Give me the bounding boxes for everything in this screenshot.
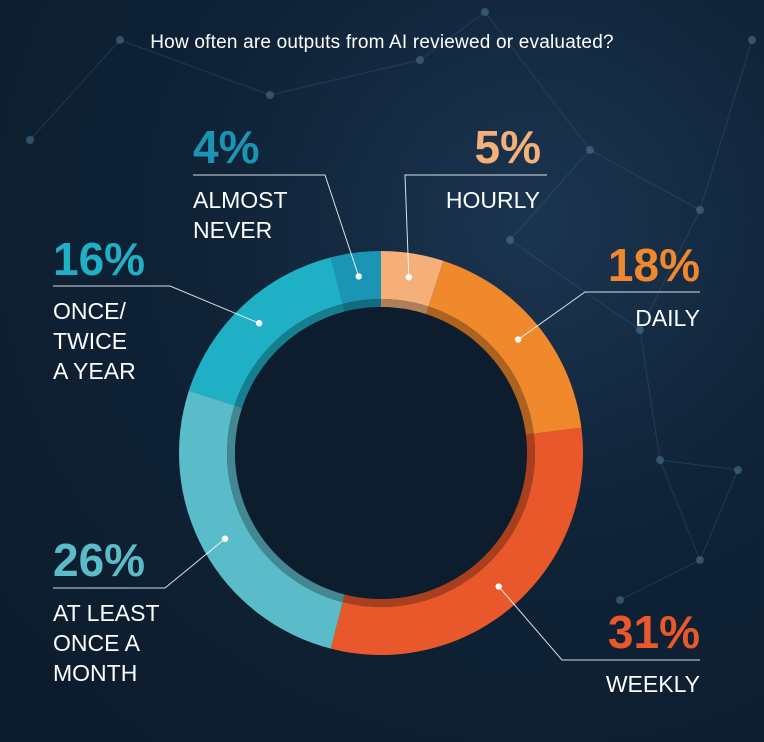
- slice-value-yearly: 16%: [53, 233, 146, 285]
- leader-line-almost-never: [193, 174, 360, 277]
- slice-label-almost-never: ALMOST NEVER: [193, 187, 288, 243]
- slice-label-weekly: WEEKLY: [605, 671, 700, 697]
- slice-rim-almost-never: [342, 299, 381, 312]
- slice-rim-hourly: [381, 299, 429, 315]
- slice-value-weekly: 31%: [607, 606, 700, 658]
- leader-line-monthly: [53, 538, 226, 589]
- leader-line-yearly: [53, 285, 260, 324]
- leader-dot-yearly: [255, 320, 263, 327]
- leader-dot-daily: [514, 336, 522, 343]
- slice-value-monthly: 26%: [53, 534, 146, 586]
- background-network: [26, 8, 756, 604]
- slice-value-daily: 18%: [607, 239, 700, 291]
- slice-yearly: [188, 257, 343, 406]
- slice-value-hourly: 5%: [474, 121, 541, 173]
- slice-value-almost-never: 4%: [193, 121, 260, 173]
- slice-rim-yearly: [234, 303, 345, 408]
- slice-label-hourly: HOURLY: [445, 187, 540, 213]
- chart-title: How often are outputs from AI reviewed o…: [150, 32, 614, 53]
- leader-line-weekly: [498, 586, 700, 661]
- donut-hole: [235, 307, 527, 599]
- leader-line-daily: [517, 291, 700, 340]
- leader-line-hourly: [404, 174, 547, 278]
- slice-label-yearly: ONCE/ TWICE A YEAR: [53, 298, 136, 384]
- leader-dot-almost-never: [355, 273, 362, 280]
- leader-dot-monthly: [221, 535, 229, 542]
- slice-label-daily: DAILY: [635, 305, 700, 331]
- slice-hourly: [381, 251, 444, 307]
- slice-monthly: [178, 390, 343, 649]
- slice-weekly: [330, 427, 584, 655]
- leader-dot-weekly: [495, 583, 502, 590]
- slice-daily: [428, 260, 582, 434]
- slice-label-monthly: AT LEAST ONCE A MONTH: [53, 600, 160, 686]
- slice-rim-weekly: [342, 433, 535, 607]
- leader-dot-hourly: [405, 273, 413, 281]
